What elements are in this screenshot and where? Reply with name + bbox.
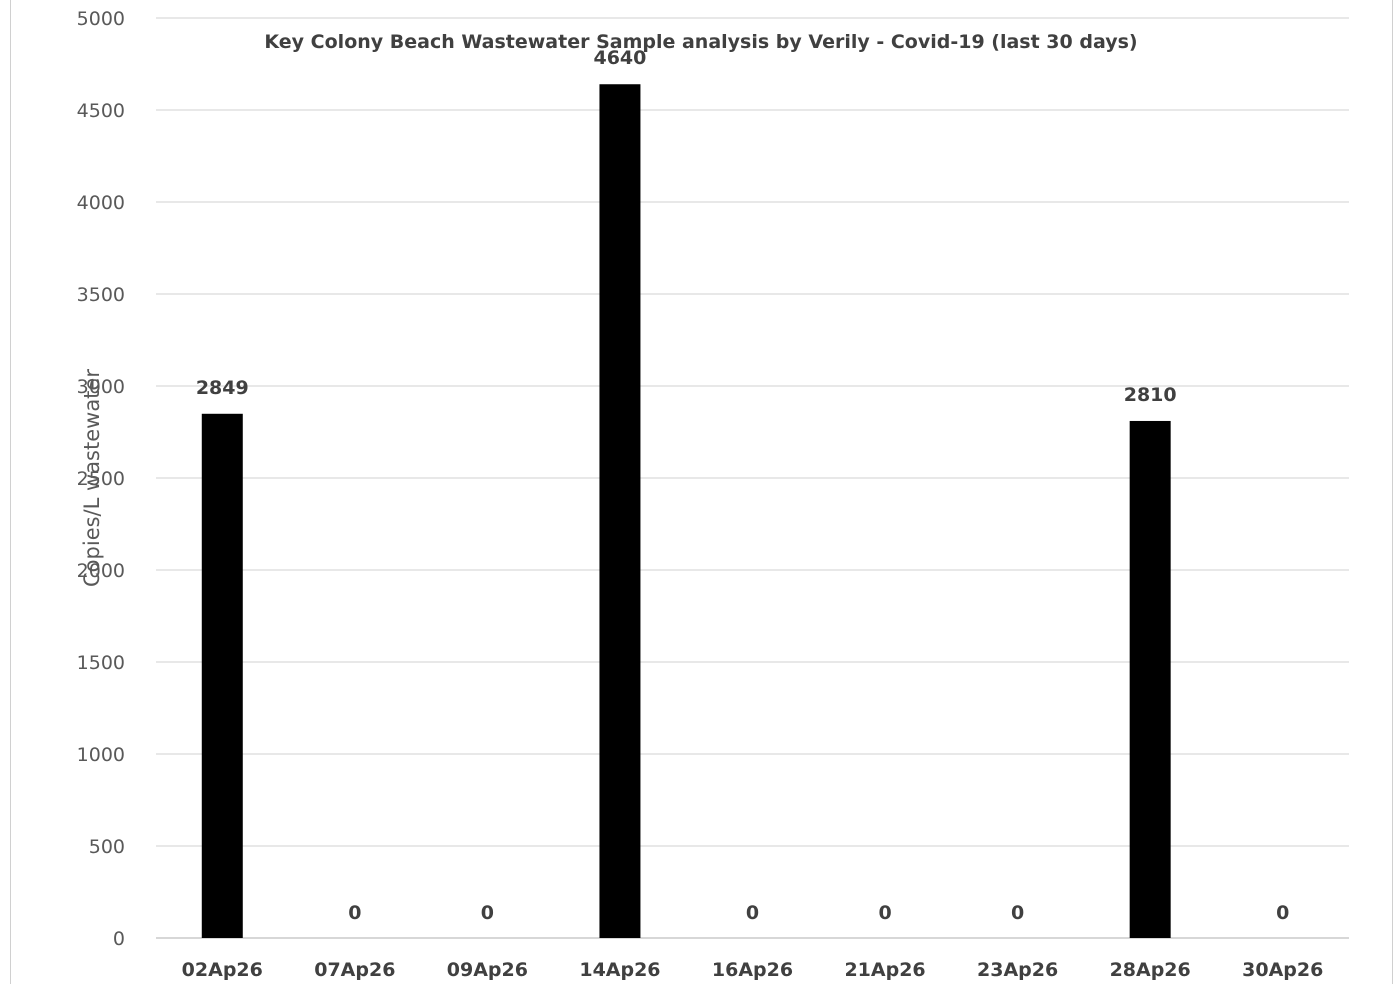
y-axis-ticks: 0 500 1000 1500 2000 2500 3000 3500 4000 4500 5000 (77, 8, 125, 950)
bar (599, 84, 641, 939)
x-tick-label: 02Ap26 (182, 959, 263, 981)
bar (201, 413, 243, 938)
y-tick-label: 2000 (77, 560, 125, 582)
data-label: 0 (1011, 902, 1024, 924)
y-tick-label: 3000 (77, 376, 125, 398)
y-tick-label: 500 (89, 836, 125, 858)
y-tick-label: 2500 (77, 468, 125, 490)
y-tick-label: 0 (113, 928, 125, 950)
bars (201, 84, 1171, 939)
data-label: 0 (1276, 902, 1289, 924)
data-label: 2810 (1124, 384, 1177, 406)
data-label: 4640 (593, 47, 646, 69)
y-tick-label: 5000 (77, 8, 125, 30)
x-tick-label: 14Ap26 (579, 959, 660, 981)
y-tick-label: 1500 (77, 652, 125, 674)
x-tick-label: 16Ap26 (712, 959, 793, 981)
x-tick-label: 07Ap26 (314, 959, 395, 981)
y-tick-label: 4000 (77, 192, 125, 214)
data-label: 0 (348, 902, 361, 924)
chart-frame: 0 500 1000 1500 2000 2500 3000 3500 4000 4500 5000… (10, 0, 1393, 984)
y-tick-label: 4500 (77, 100, 125, 122)
x-tick-label: 23Ap26 (977, 959, 1058, 981)
data-label: 0 (746, 902, 759, 924)
data-label: 0 (878, 902, 891, 924)
x-tick-label: 21Ap26 (844, 959, 925, 981)
bar-chart: 0 500 1000 1500 2000 2500 3000 3500 4000 4500 5000… (77, 8, 1349, 981)
x-tick-label: 30Ap26 (1242, 959, 1323, 981)
y-tick-label: 3500 (77, 284, 125, 306)
y-tick-label: 1000 (77, 744, 125, 766)
data-label: 2849 (196, 377, 249, 399)
bar (1129, 420, 1171, 939)
y-axis-label: Copies/L wastewater (80, 369, 104, 587)
chart-title: Key Colony Beach Wastewater Sample analy… (264, 31, 1137, 53)
data-labels: 2849 0 0 4640 0 0 0 2810 0 (196, 47, 1290, 924)
x-tick-label: 28Ap26 (1110, 959, 1191, 981)
gridlines (156, 17, 1349, 939)
data-label: 0 (481, 902, 494, 924)
x-tick-label: 09Ap26 (447, 959, 528, 981)
x-axis-ticks: 02Ap26 07Ap26 09Ap26 14Ap26 16Ap26 21Ap26 23Ap… (182, 959, 1324, 981)
